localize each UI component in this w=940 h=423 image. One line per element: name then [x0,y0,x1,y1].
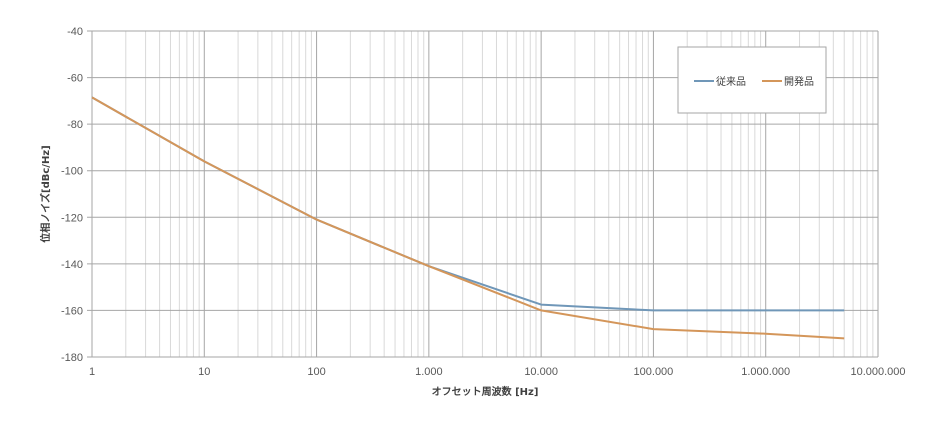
y-tick-label: -100 [61,166,83,178]
series-line-1 [91,96,845,312]
legend-label-series-1: 従来品 [716,75,746,88]
x-tick-label: 10 [198,366,210,378]
y-tick-label: -180 [61,352,83,364]
x-tick-label: 1 [89,366,95,378]
y-tick-label: -160 [61,305,83,317]
major-gridlines [87,30,879,358]
y-tick-label: -40 [67,26,83,38]
series-lines [91,96,845,340]
legend-label-series-2: 開発品 [784,75,814,88]
x-tick-label: 100.000 [634,366,674,378]
x-axis-tick-labels: 1 10 100 1.000 10.000 100.000 1.000.000 10.000.… [89,366,906,378]
series-line-2 [91,96,845,340]
y-tick-label: -60 [67,73,83,85]
x-tick-label: 100 [307,366,325,378]
y-tick-label: -140 [61,259,83,271]
minor-gridlines [125,31,874,357]
y-axis-title: 位相ノイズ[dBc/Hz] [39,145,52,242]
x-tick-label: 1.000 [415,366,443,378]
y-tick-label: -80 [67,119,83,131]
x-tick-label: 1.000.000 [741,366,790,378]
x-tick-label: 10.000 [524,366,558,378]
legend: 従来品 開発品 [677,46,827,114]
x-axis-title: オフセット周波数 [Hz] [432,385,539,398]
x-tick-label: 10.000.000 [850,366,905,378]
y-tick-label: -120 [61,212,83,224]
y-axis-tick-labels: -40 -60 -80 -100 -120 -140 -160 -180 [61,26,83,364]
